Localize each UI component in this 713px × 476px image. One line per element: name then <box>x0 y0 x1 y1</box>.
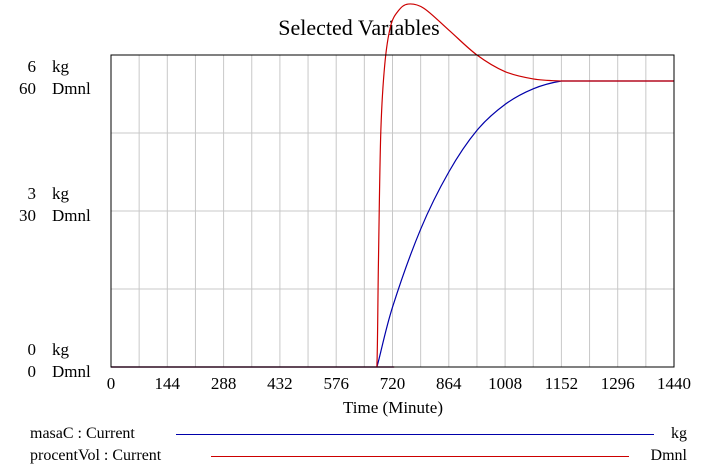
x-tick-label: 720 <box>380 374 406 393</box>
legend-label: masaC : Current <box>30 425 135 442</box>
grid <box>111 55 674 367</box>
legend-swatch-line <box>211 456 629 457</box>
y-tick-unit: Dmnl <box>52 206 91 225</box>
legend-swatch-line <box>176 434 654 435</box>
legend-item-percent: procentVol : Current Dmnl <box>0 447 713 467</box>
legend-unit: kg <box>671 425 687 442</box>
y-tick-value: 60 <box>19 79 36 98</box>
y-tick-unit: Dmnl <box>52 79 91 98</box>
legend-item-mass: masaC : Current kg <box>0 425 713 445</box>
y-tick-unit: Dmnl <box>52 362 91 381</box>
y-tick-value: 0 <box>28 340 37 359</box>
x-tick-label: 864 <box>436 374 462 393</box>
y-tick-unit: kg <box>52 184 70 203</box>
x-tick-labels: 0 144 288 432 576 720 864 1008 1152 1296 1440 <box>107 374 691 393</box>
y-tick-value: 6 <box>28 57 37 76</box>
y-tick-value: 30 <box>19 206 36 225</box>
plot-frame <box>110 54 675 368</box>
x-tick-label: 144 <box>155 374 181 393</box>
x-tick-label: 1152 <box>545 374 578 393</box>
legend-label: procentVol : Current <box>30 447 162 464</box>
y-tick-labels: 0 kg 0 Dmnl 3 kg 30 Dmnl 6 kg 60 Dmnl <box>19 57 91 381</box>
y-tick-unit: kg <box>52 57 70 76</box>
y-tick-value: 3 <box>28 184 37 203</box>
x-tick-label: 432 <box>267 374 293 393</box>
chart-title: Selected Variables <box>278 15 439 40</box>
x-tick-label: 576 <box>323 374 349 393</box>
x-tick-label: 1296 <box>601 374 635 393</box>
x-tick-label: 1440 <box>657 374 691 393</box>
x-tick-label: 0 <box>107 374 116 393</box>
legend-unit: Dmnl <box>650 447 687 464</box>
x-axis-label: Time (Minute) <box>343 398 443 417</box>
y-tick-unit: kg <box>52 340 70 359</box>
y-tick-value: 0 <box>28 362 37 381</box>
x-tick-label: 288 <box>211 374 237 393</box>
x-tick-label: 1008 <box>488 374 522 393</box>
